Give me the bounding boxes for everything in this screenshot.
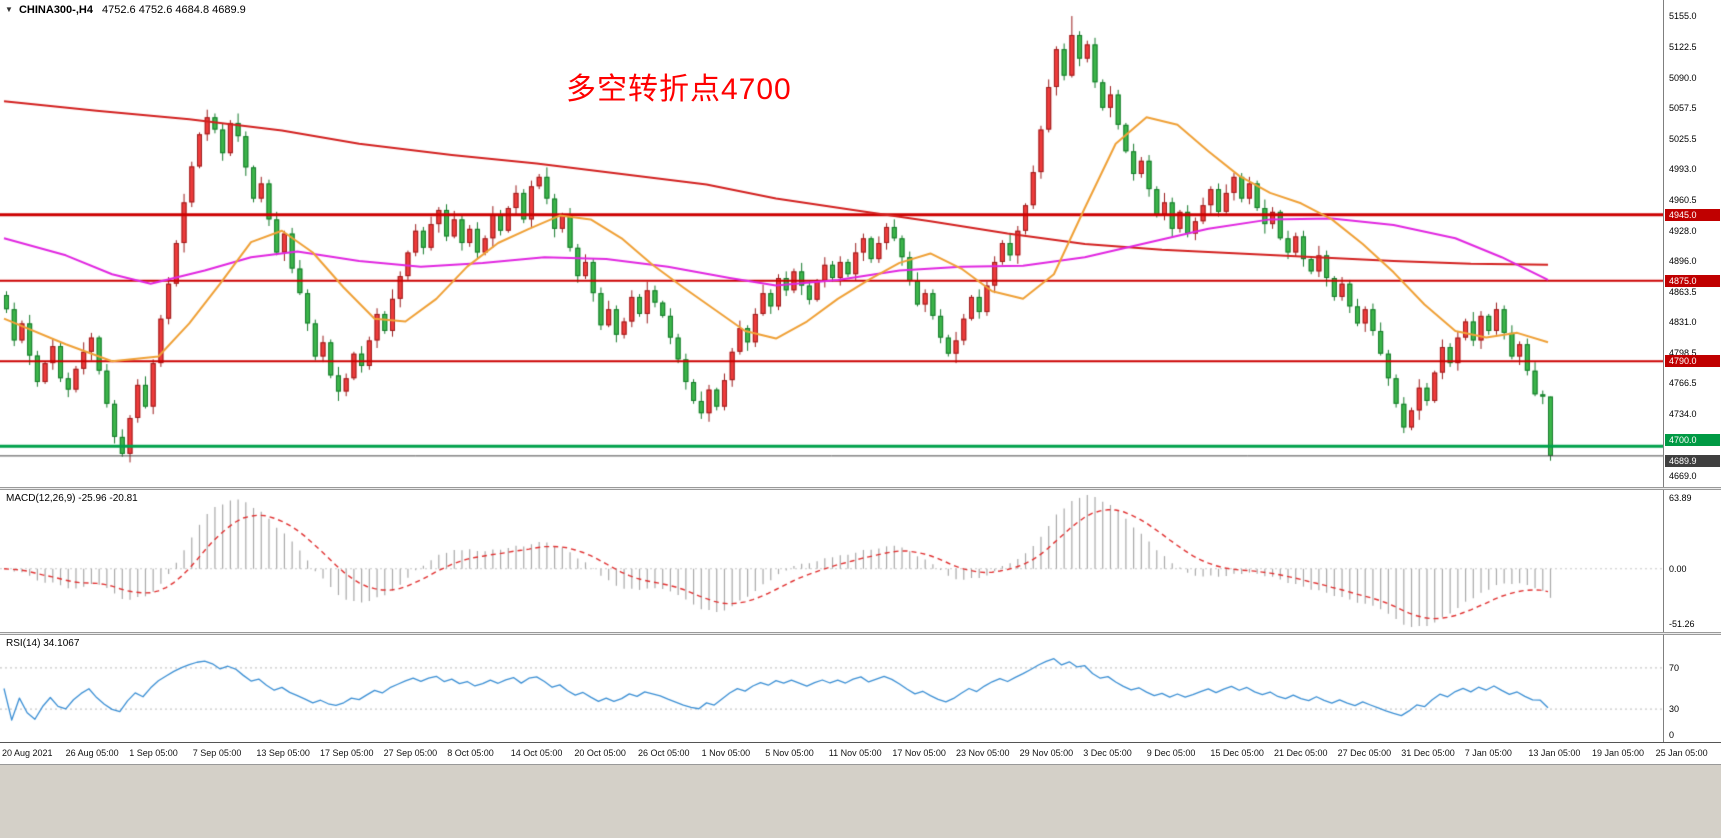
price-tick-label: 4928.0 (1669, 225, 1697, 236)
price-chart-canvas[interactable] (0, 0, 1663, 487)
price-tick-label: 4669.0 (1669, 470, 1697, 481)
time-axis-label: 3 Dec 05:00 (1083, 748, 1132, 758)
price-tick-label: 5090.0 (1669, 72, 1697, 83)
chart-title-bar: ▼ CHINA300-,H4 4752.6 4752.6 4684.8 4689… (5, 4, 246, 16)
time-axis-label: 26 Oct 05:00 (638, 748, 690, 758)
rsi-scale-label: 30 (1669, 704, 1680, 715)
rsi-scale-label: 70 (1669, 662, 1680, 673)
price-line-badge: 4945.0 (1665, 208, 1720, 221)
price-tick-label: 4798.5 (1669, 348, 1697, 359)
symbol-period-label: CHINA300-,H4 (18, 4, 93, 16)
price-tick-label: 4766.5 (1669, 378, 1697, 389)
price-tick-label: 4863.5 (1669, 286, 1697, 297)
price-line-badge: 4790.0 (1665, 355, 1720, 368)
time-axis-label: 17 Sep 05:00 (320, 748, 374, 758)
time-axis-label: 11 Nov 05:00 (828, 748, 882, 758)
price-tick-label: 4831.0 (1669, 317, 1697, 328)
time-axis-label: 1 Sep 05:00 (129, 748, 178, 758)
time-axis-label: 7 Sep 05:00 (192, 748, 242, 758)
price-tick-label: 5155.0 (1669, 11, 1697, 22)
panel-separator-macd[interactable] (0, 487, 1721, 490)
time-axis-label: 29 Nov 05:00 (1019, 748, 1074, 758)
price-tick-label: 5122.5 (1669, 41, 1697, 52)
time-axis[interactable]: 20 Aug 2021 26 Aug 05:00 1 Sep 05:00 7 Sep … (0, 744, 1721, 764)
time-axis-label: 26 Aug 05:00 (65, 748, 119, 758)
time-axis-label: 20 Oct 05:00 (574, 748, 626, 758)
rsi-scale[interactable]: 70 30 0 (1663, 635, 1720, 742)
time-axis-label: 27 Sep 05:00 (383, 748, 438, 758)
time-axis-label: 13 Jan 05:00 (1528, 748, 1581, 758)
annotation-text[interactable]: 多空转折点4700 (566, 73, 792, 106)
time-axis-label: 23 Nov 05:00 (956, 748, 1010, 758)
time-axis-label: 20 Aug 2021 (2, 748, 53, 758)
time-axis-label: 5 Nov 05:00 (765, 748, 814, 758)
price-tick-label: 5057.5 (1669, 103, 1697, 114)
time-axis-label: 9 Dec 05:00 (1146, 748, 1196, 758)
price-scale[interactable]: 5155.0 5122.5 5090.0 5057.5 5025.5 4993.0 4960… (1663, 0, 1720, 487)
macd-label: MACD(12,26,9) -25.96 -20.81 (6, 493, 138, 504)
time-axis-label: 8 Oct 05:00 (447, 748, 494, 758)
current-price-badge: 4689.9 (1665, 454, 1720, 467)
price-tick-label: 4734.0 (1669, 409, 1697, 420)
time-axis-label: 14 Oct 05:00 (510, 748, 563, 758)
price-tick-label: 4993.0 (1669, 164, 1697, 175)
time-axis-label: 13 Sep 05:00 (256, 748, 310, 758)
macd-scale-label: -51.26 (1669, 619, 1695, 629)
panel-separator-rsi[interactable] (0, 632, 1721, 635)
price-tick-label: 4960.5 (1669, 195, 1697, 205)
time-axis-label: 15 Dec 05:00 (1210, 748, 1264, 758)
time-axis-label: 21 Dec 05:00 (1274, 748, 1328, 758)
time-axis-label: 17 Nov 05:00 (892, 748, 946, 758)
price-tick-label: 5025.5 (1669, 133, 1697, 144)
time-axis-label: 25 Jan 05:00 (1655, 748, 1708, 758)
time-axis-label: 1 Nov 05:00 (701, 748, 751, 758)
rsi-canvas[interactable] (0, 635, 1663, 742)
time-axis-border (0, 742, 1721, 743)
rsi-scale-label: 0 (1669, 730, 1675, 740)
macd-canvas[interactable] (0, 490, 1663, 632)
time-axis-label: 7 Jan 05:00 (1464, 748, 1512, 758)
price-tick-label: 4896.0 (1669, 255, 1697, 266)
price-line-badge: 4700.0 (1665, 434, 1720, 447)
macd-scale-label: 0.00 (1669, 563, 1687, 574)
time-axis-label: 19 Jan 05:00 (1592, 748, 1645, 758)
macd-scale-label: 63.89 (1669, 493, 1692, 503)
price-line-badge: 4875.0 (1665, 274, 1720, 287)
collapse-icon[interactable]: ▼ (5, 5, 13, 14)
ohlc-values-label: 4752.6 4752.6 4684.8 4689.9 (102, 4, 246, 16)
macd-scale[interactable]: 63.89 0.00 -51.26 (1663, 490, 1720, 632)
time-axis-label: 27 Dec 05:00 (1337, 748, 1392, 758)
bottom-strip (0, 764, 1721, 838)
time-axis-label: 31 Dec 05:00 (1401, 748, 1455, 758)
rsi-label: RSI(14) 34.1067 (6, 638, 80, 649)
